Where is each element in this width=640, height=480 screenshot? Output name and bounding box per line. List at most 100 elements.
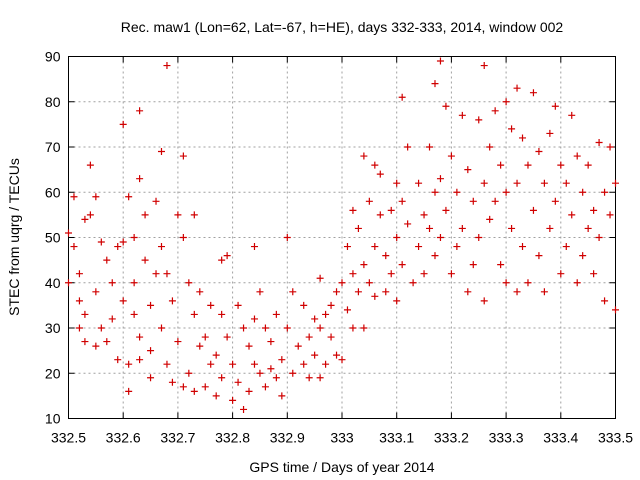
data-point (223, 252, 231, 260)
data-point (333, 288, 341, 296)
x-tick-label: 333.5 (598, 430, 633, 446)
data-point (322, 310, 330, 318)
data-point (147, 347, 155, 355)
data-point (168, 378, 176, 386)
data-point (486, 215, 494, 223)
data-point (322, 360, 330, 368)
data-point (86, 211, 94, 219)
data-point (546, 129, 554, 137)
x-tick-labels: 332.5 332.6 332.7 332.8 332.9 333 333.1 333.2 33… (51, 430, 633, 446)
x-tick-label: 333.1 (379, 430, 414, 446)
data-point (387, 270, 395, 278)
data-point (256, 369, 264, 377)
data-point (491, 107, 499, 115)
data-point (81, 310, 89, 318)
data-point (365, 279, 373, 287)
data-point (141, 211, 149, 219)
data-point (354, 288, 362, 296)
data-point (201, 383, 209, 391)
data-point (305, 374, 313, 382)
data-point (579, 188, 587, 196)
data-point (179, 234, 187, 241)
data-point (573, 152, 581, 160)
data-point (294, 342, 302, 350)
data-point (338, 356, 346, 364)
data-point (163, 270, 171, 278)
data-point (267, 365, 275, 373)
data-point (278, 356, 286, 364)
y-tick-label: 60 (45, 184, 61, 200)
data-point (108, 279, 116, 287)
data-point (103, 338, 111, 346)
data-point (513, 288, 521, 296)
data-point (601, 188, 609, 196)
y-tick-label: 20 (45, 365, 61, 381)
data-point (229, 360, 237, 368)
data-point (130, 234, 138, 241)
x-tick-label: 332.6 (106, 430, 141, 446)
chart-title: Rec. maw1 (Lon=62, Lat=-67, h=HE), days … (121, 19, 564, 35)
data-point (343, 306, 351, 314)
data-point (409, 279, 417, 287)
data-point (486, 143, 494, 151)
data-point (75, 297, 83, 305)
data-point (398, 93, 406, 101)
data-point (360, 261, 368, 269)
data-point (207, 301, 215, 309)
data-point (250, 360, 258, 368)
data-point (365, 197, 373, 205)
data-point (267, 338, 275, 346)
data-point (289, 369, 297, 377)
data-point (75, 270, 83, 278)
data-point (491, 197, 499, 205)
data-point (316, 274, 324, 282)
data-point (535, 148, 543, 156)
data-point (447, 270, 455, 278)
data-point (272, 310, 280, 318)
data-point (157, 243, 165, 251)
data-point (540, 179, 548, 187)
data-point (136, 175, 144, 183)
data-point (480, 62, 488, 70)
data-point (300, 360, 308, 368)
data-point (223, 333, 231, 341)
data-point (81, 215, 89, 223)
data-point (453, 188, 461, 196)
data-point (163, 62, 171, 70)
data-point (524, 279, 532, 287)
data-point (130, 310, 138, 318)
data-point (551, 197, 559, 205)
x-tick-label: 332.5 (51, 430, 86, 446)
data-point (393, 297, 401, 305)
y-tick-label: 70 (45, 139, 61, 155)
data-point (612, 179, 619, 187)
data-point (92, 288, 100, 296)
data-point (398, 261, 406, 269)
data-point (300, 301, 308, 309)
data-point (97, 238, 105, 246)
data-point (590, 206, 598, 214)
data-point (229, 396, 237, 404)
data-point (573, 279, 581, 287)
data-point (157, 148, 165, 156)
data-point (218, 374, 226, 382)
data-point (119, 297, 127, 305)
data-point (157, 324, 165, 332)
data-point (272, 374, 280, 382)
data-point (431, 188, 439, 196)
data-point (196, 288, 204, 296)
data-point (289, 288, 297, 296)
data-point (147, 301, 155, 309)
data-point (130, 279, 138, 287)
data-point (579, 252, 587, 260)
data-point (431, 252, 439, 260)
data-point (513, 84, 521, 92)
data-point (349, 270, 357, 278)
data-point (382, 288, 390, 296)
data-point (557, 270, 565, 278)
data-point (218, 310, 226, 318)
data-point (108, 315, 116, 323)
data-point (508, 224, 516, 232)
